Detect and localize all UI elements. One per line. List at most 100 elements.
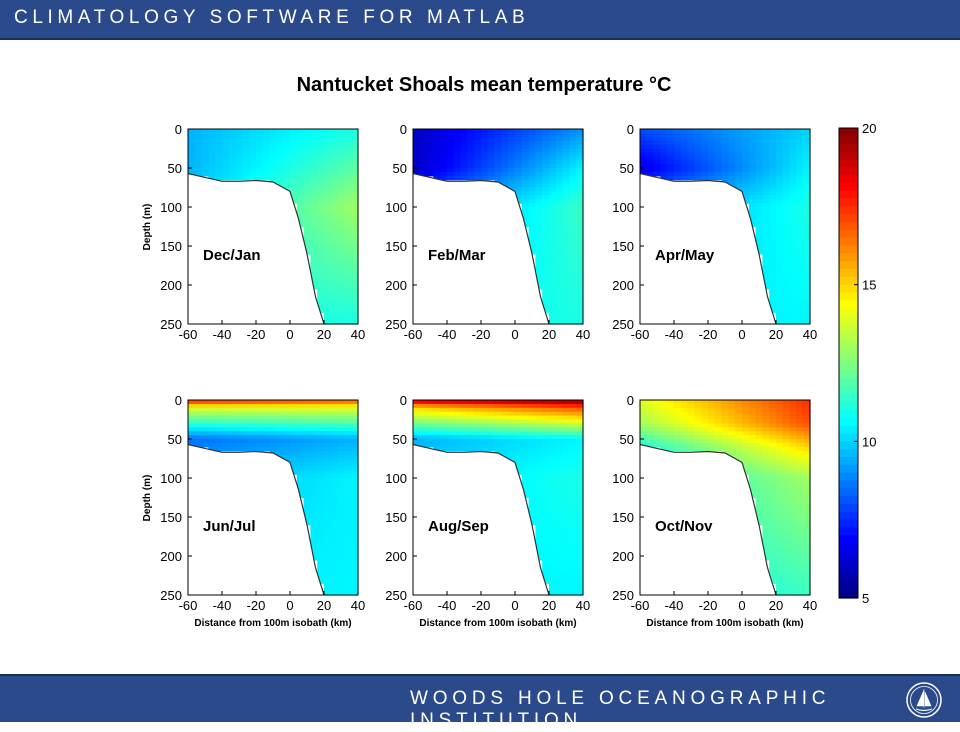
x-tick-label: 20 — [769, 598, 783, 613]
temperature-cell — [515, 152, 523, 157]
temperature-cell — [667, 152, 675, 157]
temperature-cell — [276, 439, 284, 444]
temperature-cell — [549, 509, 557, 514]
temperature-cell — [555, 238, 564, 243]
temperature-cell — [351, 292, 359, 298]
temperature-cell — [235, 160, 243, 165]
temperature-cell — [521, 207, 530, 212]
temperature-cell — [337, 559, 345, 565]
temperature-cell — [344, 164, 352, 169]
temperature-cell — [481, 164, 489, 169]
temperature-cell — [337, 191, 345, 196]
temperature-cell — [317, 454, 325, 460]
x-tick-label: -60 — [404, 327, 423, 342]
temperature-cell — [755, 249, 763, 255]
temperature-cell — [262, 431, 271, 436]
temperature-cell — [748, 160, 757, 165]
colorbar-segment — [839, 128, 858, 137]
temperature-cell — [640, 136, 648, 142]
temperature-cell — [413, 168, 421, 173]
temperature-cell — [714, 423, 723, 428]
temperature-cell — [487, 132, 496, 138]
temperature-cell — [555, 571, 564, 577]
temperature-cell — [562, 265, 570, 270]
temperature-cell — [344, 400, 352, 405]
temperature-cell — [542, 210, 550, 216]
temperature-cell — [242, 407, 250, 413]
temperature-cell — [789, 423, 797, 428]
temperature-cell — [317, 152, 325, 157]
temperature-cell — [440, 439, 448, 444]
temperature-cell — [330, 517, 339, 522]
temperature-cell — [576, 528, 584, 534]
temperature-cell — [283, 175, 291, 181]
temperature-cell — [796, 308, 804, 313]
temperature-cell — [228, 442, 237, 448]
temperature-cell — [576, 583, 584, 588]
temperature-cell — [562, 509, 570, 514]
temperature-cell — [501, 427, 509, 432]
temperature-cell — [542, 548, 550, 553]
temperature-cell — [576, 175, 584, 181]
temperature-cell — [337, 583, 345, 588]
temperature-cell — [262, 136, 271, 142]
temperature-cell — [330, 520, 339, 526]
temperature-cell — [290, 431, 298, 436]
temperature-cell — [776, 320, 784, 325]
temperature-cell — [310, 164, 318, 169]
temperature-cell — [215, 411, 223, 417]
temperature-cell — [782, 517, 791, 522]
temperature-cell — [344, 439, 352, 444]
temperature-cell — [803, 132, 811, 138]
temperature-cell — [542, 199, 550, 204]
temperature-cell — [796, 493, 804, 499]
temperature-cell — [660, 164, 668, 169]
temperature-cell — [576, 171, 584, 177]
temperature-cell — [194, 423, 203, 428]
temperature-cell — [555, 563, 564, 569]
temperature-cell — [433, 442, 441, 448]
temperature-cell — [447, 136, 455, 142]
temperature-cell — [755, 168, 763, 173]
temperature-cell — [555, 164, 564, 169]
temperature-cell — [796, 261, 804, 267]
temperature-cell — [344, 246, 352, 251]
temperature-cell — [748, 164, 757, 169]
temperature-cell — [762, 269, 770, 274]
temperature-cell — [576, 316, 584, 321]
temperature-cell — [803, 152, 811, 157]
temperature-cell — [803, 222, 811, 228]
temperature-cell — [562, 450, 570, 456]
temperature-cell — [694, 171, 702, 177]
temperature-cell — [769, 493, 777, 499]
temperature-cell — [803, 478, 811, 483]
temperature-cell — [555, 129, 564, 134]
temperature-cell — [542, 152, 550, 157]
seafloor-mask — [640, 444, 776, 595]
temperature-cell — [460, 435, 468, 440]
temperature-cell — [782, 466, 791, 471]
temperature-cell — [687, 407, 695, 413]
temperature-cell — [694, 415, 702, 421]
temperature-cell — [776, 489, 784, 495]
temperature-cell — [269, 439, 277, 444]
temperature-cell — [324, 501, 332, 506]
temperature-cell — [796, 195, 804, 200]
temperature-cell — [640, 168, 648, 173]
temperature-cell — [310, 485, 318, 491]
temperature-cell — [337, 222, 345, 228]
temperature-cell — [433, 403, 441, 409]
temperature-cell — [528, 249, 536, 255]
temperature-cell — [782, 230, 791, 235]
temperature-cell — [521, 210, 530, 216]
temperature-cell — [508, 423, 516, 428]
temperature-cell — [337, 536, 345, 541]
temperature-cell — [555, 246, 564, 251]
temperature-cell — [317, 517, 325, 522]
temperature-cell — [494, 435, 502, 440]
temperature-cell — [535, 446, 543, 452]
temperature-cell — [481, 423, 489, 428]
temperature-cell — [782, 187, 791, 192]
temperature-cell — [769, 191, 777, 196]
temperature-cell — [762, 203, 770, 208]
